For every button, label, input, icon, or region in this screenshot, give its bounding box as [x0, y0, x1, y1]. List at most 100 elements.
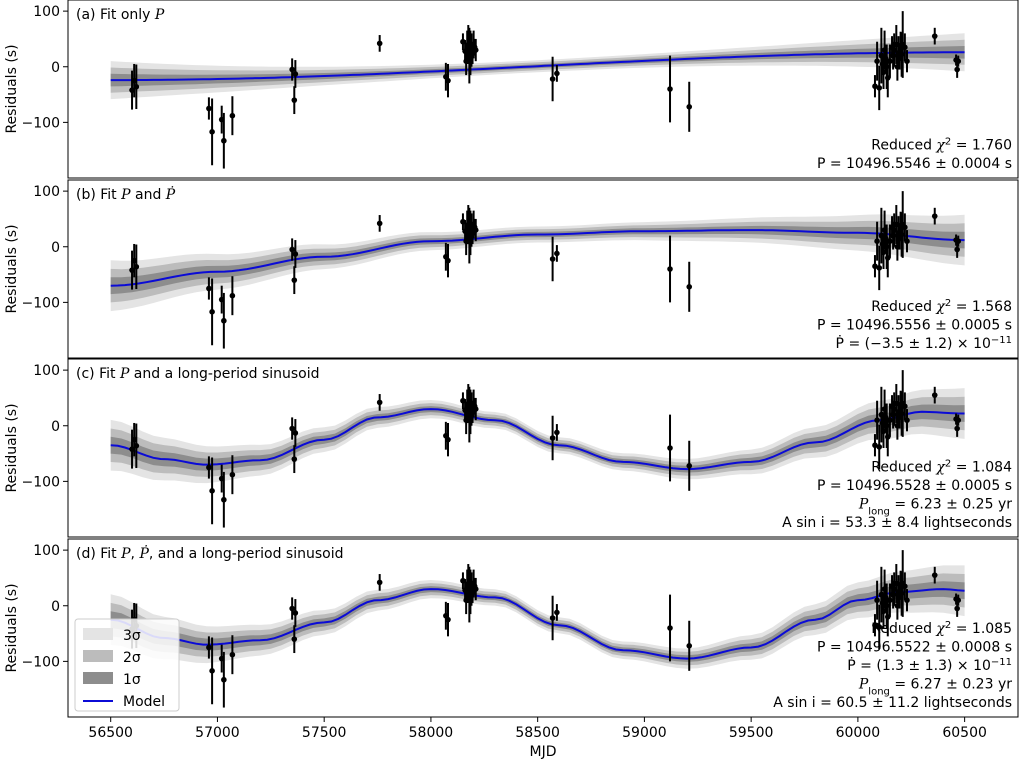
data-point	[902, 33, 908, 62]
data-point	[554, 65, 560, 82]
panel-c: −100 0 100 Residuals (s) (c) Fit P and a lon…	[4, 358, 1019, 538]
data-point	[874, 580, 880, 620]
point-marker	[133, 83, 140, 90]
point-marker	[931, 572, 938, 578]
legend-label: 2σ	[123, 650, 141, 666]
point-marker	[289, 66, 295, 73]
point-marker	[472, 586, 479, 592]
ytick-label: 100	[33, 4, 60, 20]
data-point	[209, 457, 215, 525]
data-point	[872, 434, 878, 457]
data-point	[902, 213, 908, 242]
data-point	[206, 456, 212, 479]
plot-frame	[67, 358, 1019, 538]
data-point	[955, 414, 962, 426]
ytick-label: −100	[22, 654, 60, 670]
data-point	[292, 60, 299, 88]
stat-line: Ṗ = (1.3 ± 1.3) × 10−11	[847, 656, 1012, 674]
stat-line: P = 10496.5556 ± 0.0005 s	[817, 318, 1012, 334]
point-marker	[472, 227, 479, 233]
data-point	[133, 64, 140, 110]
data-point	[954, 600, 960, 617]
model-line	[110, 229, 965, 287]
legend-label: 1σ	[123, 672, 141, 688]
point-marker	[376, 399, 383, 406]
point-marker	[445, 77, 451, 84]
data-point	[872, 614, 878, 637]
ytick-label: 0	[51, 240, 60, 256]
xtick-label: 58500	[515, 725, 560, 741]
data-point	[904, 589, 910, 612]
data-point	[445, 602, 451, 637]
data-point	[549, 415, 556, 461]
data-point	[874, 41, 880, 81]
data-point	[376, 215, 383, 232]
point-marker	[209, 129, 215, 135]
data-point	[931, 386, 938, 404]
point-marker	[931, 213, 938, 219]
plot-frame	[67, 538, 1019, 718]
point-marker	[931, 392, 938, 398]
data-point	[292, 240, 299, 268]
data-point	[667, 414, 673, 482]
data-point	[221, 651, 227, 708]
point-marker	[221, 317, 227, 324]
point-marker	[902, 44, 908, 51]
point-marker	[209, 488, 215, 494]
point-marker	[472, 47, 479, 53]
point-marker	[289, 246, 295, 253]
x-axis-label: MJD	[530, 744, 557, 760]
data-point	[887, 403, 893, 437]
panel-title: (d) Fit P, Ṗ, and a long-period sinusoid	[76, 544, 343, 562]
point-marker	[686, 463, 693, 469]
point-marker	[872, 263, 878, 270]
point-marker	[955, 597, 962, 603]
data-point	[472, 38, 479, 62]
y-axis-label: Residuals (s)	[4, 224, 20, 313]
data-point	[686, 81, 693, 132]
data-point	[229, 276, 236, 316]
point-marker	[876, 624, 883, 630]
data-point	[931, 207, 938, 225]
ytick-label: −100	[22, 474, 60, 490]
point-marker	[292, 430, 299, 436]
data-point	[229, 455, 236, 495]
data-point	[445, 63, 451, 98]
ytick-label: 0	[51, 419, 60, 435]
point-marker	[133, 442, 140, 449]
xtick-label: 59000	[622, 725, 667, 741]
stat-line: A sin i = 53.3 ± 8.4 lightseconds	[782, 515, 1012, 531]
data-point	[291, 445, 298, 474]
point-marker	[549, 435, 556, 441]
data-point	[291, 86, 298, 115]
point-marker	[874, 417, 880, 423]
point-marker	[229, 292, 236, 299]
point-marker	[876, 85, 883, 91]
ytick-label: −100	[22, 115, 60, 131]
point-marker	[209, 668, 215, 674]
point-marker	[221, 137, 227, 144]
point-marker	[904, 417, 910, 423]
data-point	[206, 97, 212, 120]
point-marker	[206, 464, 212, 471]
y-axis-label: Residuals (s)	[4, 403, 20, 492]
ytick-label: 0	[51, 599, 60, 615]
data-point	[229, 635, 236, 675]
data-point	[221, 292, 227, 349]
point-marker	[667, 266, 673, 272]
panel-title: (c) Fit P and a long-period sinusoid	[76, 366, 320, 382]
xtick-label: 57000	[195, 725, 240, 741]
legend-label: Model	[123, 694, 165, 710]
data-point	[904, 50, 910, 73]
data-point	[931, 566, 938, 584]
legend: 3σ 2σ 1σ Model	[74, 618, 180, 712]
point-marker	[221, 496, 227, 503]
data-point	[876, 245, 883, 291]
point-marker	[549, 615, 556, 621]
data-point	[221, 112, 227, 169]
point-marker	[554, 70, 560, 77]
point-marker	[292, 610, 299, 616]
point-marker	[133, 263, 140, 270]
point-marker	[445, 436, 451, 443]
data-point	[887, 44, 893, 78]
